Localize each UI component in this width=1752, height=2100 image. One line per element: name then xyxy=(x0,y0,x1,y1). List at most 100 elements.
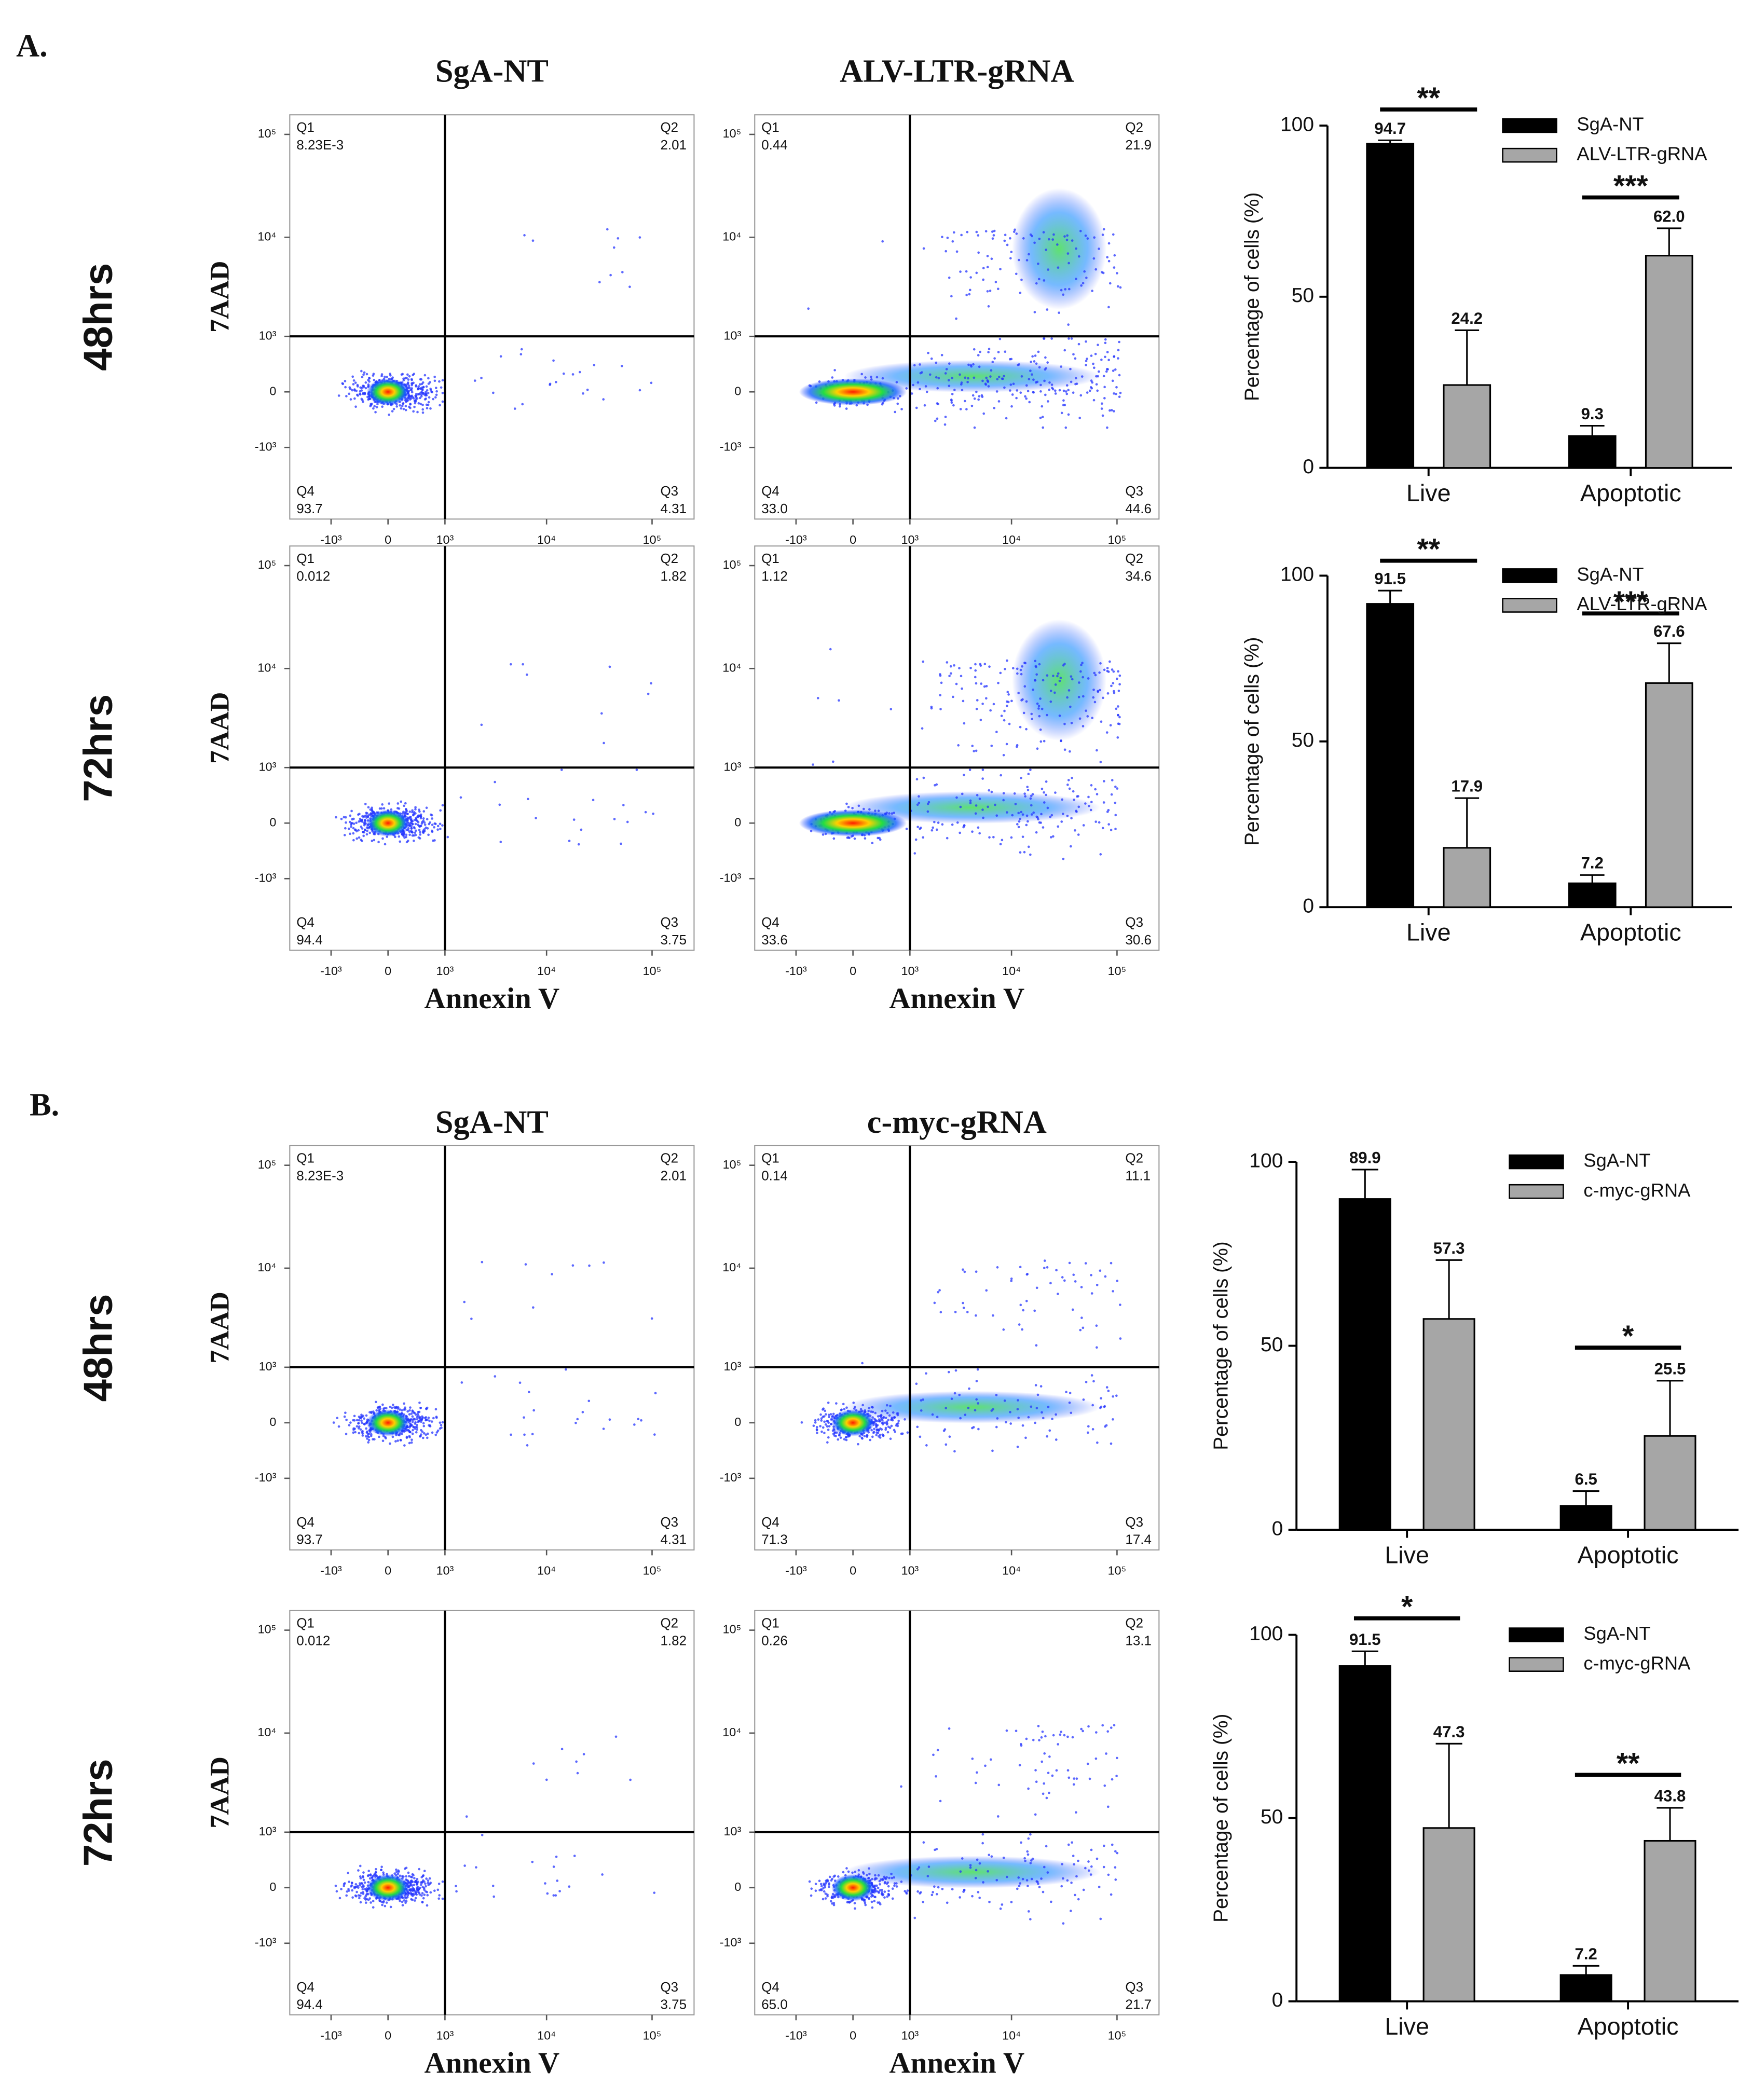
event-dot xyxy=(974,1876,977,1879)
event-dot xyxy=(396,1439,399,1442)
event-dot xyxy=(653,1891,656,1894)
event-dot xyxy=(926,810,929,813)
event-dot xyxy=(1017,826,1020,829)
quadrant-name: Q4 xyxy=(296,483,314,499)
event-dot xyxy=(832,837,836,840)
event-dot xyxy=(977,234,980,237)
y-tick-label: 0 xyxy=(269,1415,276,1429)
event-dot xyxy=(1050,337,1053,340)
event-dot xyxy=(404,807,407,811)
event-dot xyxy=(1097,690,1100,693)
event-dot xyxy=(881,1888,883,1891)
event-dot xyxy=(827,1436,830,1439)
event-dot xyxy=(1031,235,1033,238)
event-dot xyxy=(1075,811,1078,813)
event-dot xyxy=(412,1426,415,1429)
event-dot xyxy=(1037,707,1040,710)
event-dot xyxy=(350,809,353,813)
event-dot xyxy=(401,402,404,405)
event-dot xyxy=(965,294,968,296)
event-dot xyxy=(1005,1421,1007,1424)
event-dot xyxy=(1057,266,1060,269)
event-dot xyxy=(936,387,939,390)
event-dot xyxy=(1066,696,1069,699)
event-dot xyxy=(1071,1736,1074,1739)
y-tick-label: 10³ xyxy=(259,1824,277,1838)
event-dot xyxy=(962,826,965,829)
event-dot xyxy=(891,1897,894,1900)
event-dot xyxy=(535,817,537,819)
event-dot xyxy=(963,774,965,776)
event-dot xyxy=(988,1900,991,1903)
event-dot xyxy=(1102,1844,1105,1847)
event-dot xyxy=(971,394,975,397)
event-dot xyxy=(952,404,955,407)
event-dot xyxy=(414,1422,417,1425)
event-dot xyxy=(1087,1869,1090,1872)
event-dot xyxy=(499,841,502,843)
event-hotspot xyxy=(366,809,410,837)
event-dot xyxy=(555,380,557,383)
event-dot xyxy=(873,1428,875,1431)
event-dot xyxy=(1072,1273,1075,1277)
event-dot xyxy=(386,376,389,378)
event-dot xyxy=(1101,414,1104,417)
event-dot xyxy=(1067,779,1070,781)
event-dot xyxy=(1021,1877,1024,1881)
event-dot xyxy=(437,1883,441,1885)
event-dot xyxy=(366,829,369,832)
event-dot xyxy=(1073,798,1075,801)
event-dot xyxy=(1077,696,1080,698)
event-dot xyxy=(1019,668,1022,671)
event-band xyxy=(844,791,1100,824)
event-dot xyxy=(961,792,964,795)
event-dot xyxy=(408,1436,411,1438)
event-dot xyxy=(896,1413,899,1417)
event-dot xyxy=(845,1438,848,1442)
event-dot xyxy=(348,820,351,823)
bar xyxy=(1443,847,1491,908)
event-dot xyxy=(830,1896,833,1899)
event-dot xyxy=(367,1870,371,1872)
event-dot xyxy=(1068,787,1071,790)
event-dot xyxy=(419,403,422,405)
event-dot xyxy=(1029,853,1032,856)
event-dot xyxy=(959,408,962,410)
event-dot xyxy=(1109,724,1112,727)
event-dot xyxy=(388,802,391,805)
event-dot xyxy=(1063,404,1066,406)
event-dot xyxy=(368,1411,371,1413)
event-dot xyxy=(414,806,417,809)
event-dot xyxy=(425,1885,427,1888)
event-dot xyxy=(1019,725,1022,729)
event-dot xyxy=(572,818,576,821)
event-dot xyxy=(873,1900,876,1903)
event-dot xyxy=(1006,691,1009,693)
event-dot xyxy=(522,663,524,666)
event-dot xyxy=(979,719,982,721)
event-dot xyxy=(366,1437,368,1440)
event-dot xyxy=(348,1424,351,1426)
event-dot xyxy=(824,1892,827,1895)
event-dot xyxy=(922,836,925,839)
event-dot xyxy=(434,396,437,399)
event-dot xyxy=(1114,1850,1117,1853)
event-dot xyxy=(439,1427,442,1430)
event-dot xyxy=(1093,701,1097,704)
x-tick-label: 0 xyxy=(850,2029,856,2042)
event-dot xyxy=(972,363,975,366)
event-dot xyxy=(888,1414,891,1417)
y-tick-label: 0 xyxy=(1272,1989,1283,2011)
event-dot xyxy=(580,828,583,831)
event-dot xyxy=(362,373,365,376)
event-dot xyxy=(838,1434,841,1437)
event-dot xyxy=(976,1858,979,1861)
event-dot xyxy=(1095,383,1098,386)
event-dot xyxy=(402,407,405,410)
event-dot xyxy=(1044,356,1047,359)
event-dot xyxy=(967,363,970,366)
event-dot xyxy=(890,1872,893,1875)
event-dot xyxy=(1115,677,1118,680)
event-dot xyxy=(1046,713,1048,717)
